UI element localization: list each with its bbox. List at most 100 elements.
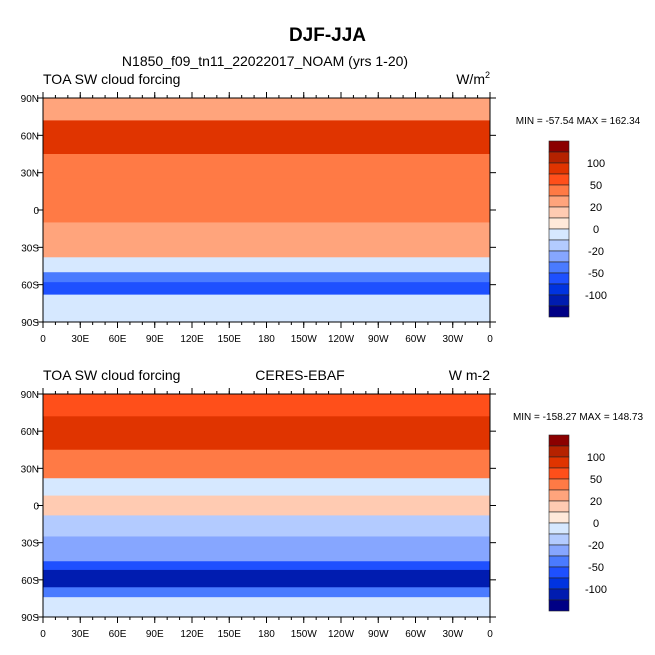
x-tick-label: 60W xyxy=(405,629,426,640)
colorbar-box xyxy=(548,489,570,502)
colorbar-box xyxy=(548,456,570,469)
colorbar-label: -50 xyxy=(588,268,604,280)
left-title: TOA SW cloud forcing xyxy=(43,71,180,87)
contour-band xyxy=(43,394,490,417)
x-tick-label: 0 xyxy=(40,334,46,345)
x-tick-label: 30E xyxy=(71,629,89,640)
colorbar-box xyxy=(548,173,570,186)
colorbar-label: -50 xyxy=(588,562,604,574)
x-tick-label: 90W xyxy=(368,334,389,345)
colorbar-label: 0 xyxy=(593,518,599,530)
contour-band xyxy=(43,515,490,537)
y-tick-label: 60N xyxy=(21,427,39,438)
colorbar-box xyxy=(548,294,570,307)
x-tick-label: 30W xyxy=(442,629,463,640)
contour-band xyxy=(43,257,490,273)
colorbar-box xyxy=(548,522,570,535)
y-tick-label: 90N xyxy=(21,94,39,105)
x-tick-label: 0 xyxy=(40,629,46,640)
y-tick-label: 30S xyxy=(21,539,39,550)
x-tick-label: 120W xyxy=(328,629,355,640)
contour-band xyxy=(43,98,490,121)
colorbar-box xyxy=(548,511,570,524)
x-tick-label: 120W xyxy=(328,334,355,345)
x-tick-label: 60E xyxy=(109,334,127,345)
contour-band xyxy=(43,272,490,283)
min-max-stats: MIN = -57.54 MAX = 162.34 xyxy=(516,116,641,127)
main-title: DJF-JJA xyxy=(288,25,367,46)
colorbar-box xyxy=(548,261,570,274)
x-tick-label: 120E xyxy=(180,334,204,345)
colorbar-box xyxy=(548,195,570,208)
x-tick-label: 30W xyxy=(442,334,463,345)
x-tick-label: 0 xyxy=(487,629,493,640)
colorbar-box xyxy=(548,500,570,513)
contour-band xyxy=(43,569,490,588)
x-tick-label: 150W xyxy=(291,629,318,640)
y-tick-label: 30N xyxy=(21,464,39,475)
colorbar-label: 0 xyxy=(593,224,599,236)
colorbar-box xyxy=(548,239,570,252)
colorbar-box xyxy=(548,467,570,480)
contour-band xyxy=(43,597,490,618)
colorbar-box xyxy=(548,533,570,546)
y-tick-label: 60N xyxy=(21,131,39,142)
colorbar-box xyxy=(548,434,570,447)
contour-band xyxy=(43,154,490,180)
colorbar-label: 100 xyxy=(587,452,605,464)
colorbar-box xyxy=(548,162,570,175)
y-tick-label: 60S xyxy=(21,281,39,292)
x-tick-label: 60W xyxy=(405,334,426,345)
colorbar-box xyxy=(548,577,570,590)
colorbar-box xyxy=(548,151,570,164)
colorbar-box xyxy=(548,445,570,458)
colorbar-box xyxy=(548,272,570,285)
colorbar-box xyxy=(548,544,570,557)
x-tick-label: 120E xyxy=(180,629,204,640)
y-tick-label: 90S xyxy=(21,613,39,624)
colorbar-label: 50 xyxy=(590,180,602,192)
center-title: CERES-EBAF xyxy=(255,367,344,383)
x-tick-label: 60E xyxy=(109,629,127,640)
colorbar-box xyxy=(548,283,570,296)
x-tick-label: 150E xyxy=(218,629,242,640)
contour-band xyxy=(43,416,490,451)
colorbar-label: -20 xyxy=(588,540,604,552)
colorbar-box xyxy=(548,588,570,601)
colorbar-box xyxy=(548,206,570,219)
x-tick-label: 0 xyxy=(487,334,493,345)
x-tick-label: 90E xyxy=(146,629,164,640)
x-tick-label: 90W xyxy=(368,629,389,640)
contour-band xyxy=(43,478,490,497)
colorbar-label: -100 xyxy=(585,290,607,302)
x-tick-label: 150W xyxy=(291,334,318,345)
map-panel-2: 0 30E 60E 90E 120E 150E 180 150W 120W 90W 60W 30W 09… xyxy=(21,367,644,640)
colorbar-label: 50 xyxy=(590,474,602,486)
colorbar-box xyxy=(548,478,570,491)
y-tick-label: 30S xyxy=(21,243,39,254)
y-tick-label: 30N xyxy=(21,169,39,180)
colorbar-box xyxy=(548,305,570,318)
colorbar-box xyxy=(548,140,570,153)
contour-band xyxy=(43,587,490,598)
map-panel-1: 0 30E 60E 90E 120E 150E 180 150W 120W 90W 60W 30W 09… xyxy=(21,53,641,345)
contour-band xyxy=(43,536,490,562)
contour-band xyxy=(43,495,490,516)
contour-band xyxy=(43,120,490,155)
colorbar-box xyxy=(548,555,570,568)
x-tick-label: 150E xyxy=(218,334,242,345)
y-tick-label: 90S xyxy=(21,318,39,329)
colorbar-label: 20 xyxy=(590,202,602,214)
y-tick-label: 90N xyxy=(21,390,39,401)
y-tick-label: 0 xyxy=(33,502,39,513)
colorbar-box xyxy=(548,599,570,612)
y-tick-label: 60S xyxy=(21,576,39,587)
units-label: W m-2 xyxy=(449,367,490,383)
colorbar-label: -100 xyxy=(585,584,607,596)
colorbar-1: 100 50 20 0 -20 -50 -100 xyxy=(548,140,607,318)
min-max-stats: MIN = -158.27 MAX = 148.73 xyxy=(513,412,644,423)
x-tick-label: 180 xyxy=(258,334,275,345)
colorbar-box xyxy=(548,217,570,230)
